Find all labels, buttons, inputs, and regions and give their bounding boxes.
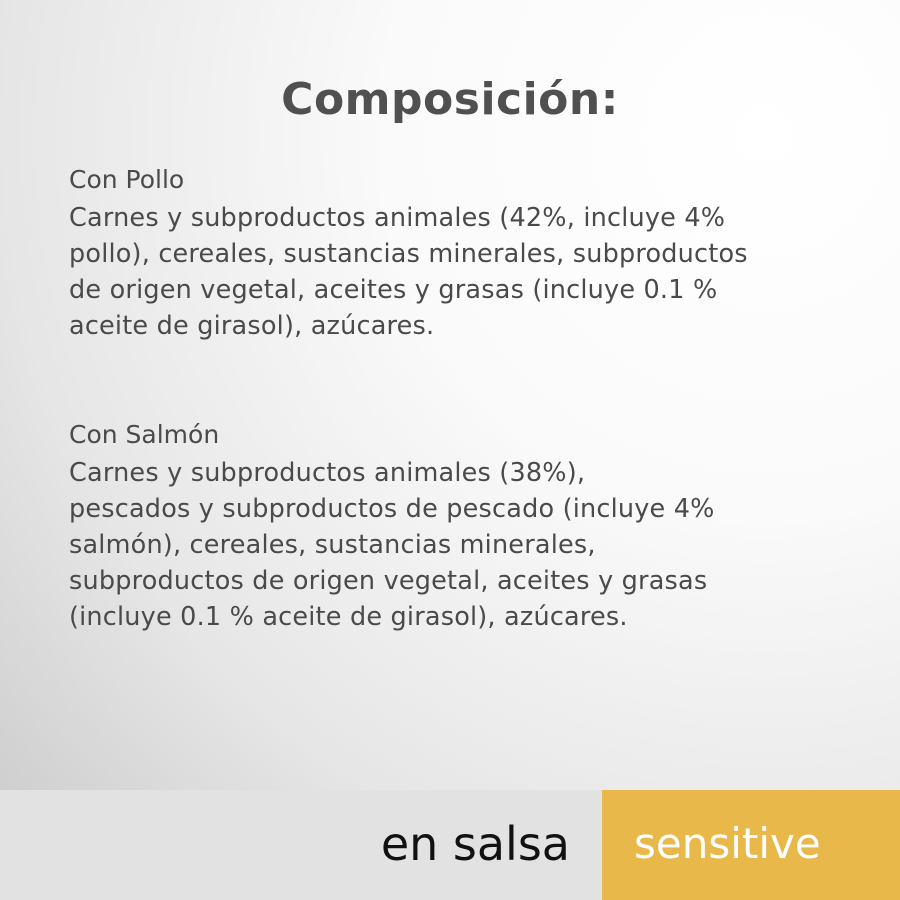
sensitive-badge: sensitive: [602, 790, 900, 900]
section-pollo: Con Pollo Carnes y subproductos animales…: [69, 162, 869, 344]
page-title: Composición:: [281, 74, 619, 125]
section-heading: Con Pollo: [69, 165, 185, 194]
badge-label: sensitive: [634, 819, 821, 868]
section-text: Carnes y subproductos animales (38%), pe…: [69, 458, 715, 632]
variant-label: en salsa: [380, 817, 570, 871]
section-salmon: Con Salmón Carnes y subproductos animale…: [69, 417, 869, 635]
footer-bar: en salsa sensitive: [0, 790, 900, 900]
section-heading: Con Salmón: [69, 420, 220, 449]
section-text: Carnes y subproductos animales (42%, inc…: [69, 203, 748, 341]
